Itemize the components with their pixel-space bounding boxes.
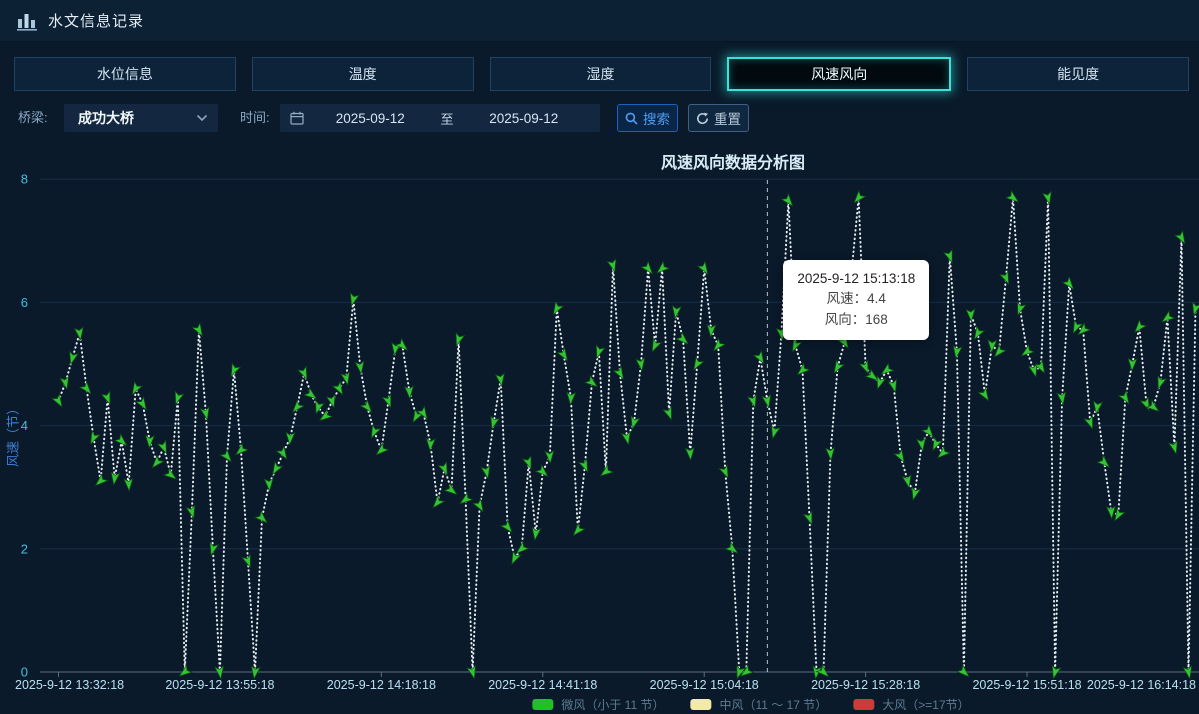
legend-item-light-wind[interactable]: 微风（小于 11 节）	[532, 696, 664, 713]
date-end-input[interactable]: 2025-09-12	[489, 110, 559, 126]
reset-button-label: 重置	[714, 112, 741, 127]
svg-text:2: 2	[21, 541, 28, 556]
filter-bar: 桥梁: 成功大桥 时间: 2025-09-12 至 2025-09-12 搜索 …	[0, 104, 1199, 132]
legend-label: 中风（11 ～ 17 节）	[719, 698, 828, 712]
bridge-select[interactable]: 成功大桥	[64, 104, 218, 132]
legend-item-medium-wind[interactable]: 中风（11 ～ 17 节）	[690, 696, 827, 713]
legend-swatch-red	[853, 699, 875, 710]
svg-text:8: 8	[21, 172, 28, 187]
svg-text:2025-9-12 14:18:18: 2025-9-12 14:18:18	[327, 678, 436, 692]
page-title: 水文信息记录	[48, 13, 145, 30]
time-label: 时间:	[240, 110, 270, 125]
svg-text:0: 0	[21, 665, 28, 680]
chevron-down-icon	[196, 114, 208, 122]
chart-title: 风速风向数据分析图	[660, 155, 806, 172]
tab-visibility[interactable]: 能见度	[967, 57, 1189, 91]
tooltip-wind-speed: 风速：4.4	[826, 291, 886, 307]
legend-item-strong-wind[interactable]: 大风（>=17节）	[853, 696, 970, 713]
date-range-picker[interactable]: 2025-09-12 至 2025-09-12	[280, 104, 600, 132]
svg-text:2025-9-12 15:51:18: 2025-9-12 15:51:18	[972, 678, 1081, 692]
legend-label: 大风（>=17节）	[882, 698, 970, 712]
search-button[interactable]: 搜索	[617, 104, 678, 132]
date-start-input[interactable]: 2025-09-12	[335, 110, 405, 126]
tooltip-time: 2025-9-12 15:13:18	[797, 271, 916, 286]
svg-text:2025-9-12 13:55:18: 2025-9-12 13:55:18	[165, 678, 274, 692]
svg-text:2025-9-12 13:32:18: 2025-9-12 13:32:18	[15, 678, 124, 692]
tab-bar: 水位信息 温度 湿度 风速风向 能见度	[0, 57, 1199, 91]
reset-button[interactable]: 重置	[688, 104, 749, 132]
search-button-label: 搜索	[643, 112, 670, 127]
tab-temperature[interactable]: 温度	[251, 57, 474, 91]
legend-label: 微风（小于 11 节）	[561, 698, 665, 712]
tab-label: 水位信息	[96, 66, 153, 82]
svg-text:2025-9-12 15:28:18: 2025-9-12 15:28:18	[811, 678, 920, 692]
tab-label: 能见度	[1057, 66, 1100, 82]
tab-label: 温度	[348, 66, 377, 82]
tab-wind[interactable]: 风速风向	[727, 57, 952, 91]
bridge-label: 桥梁:	[18, 110, 48, 125]
bridge-select-value: 成功大桥	[78, 110, 134, 126]
svg-text:2025-9-12 14:41:18: 2025-9-12 14:41:18	[488, 678, 597, 692]
svg-text:2025-9-12 15:04:18: 2025-9-12 15:04:18	[650, 678, 759, 692]
legend-swatch-yellow	[690, 699, 712, 710]
date-range-separator: 至	[440, 111, 454, 127]
calendar-icon	[290, 111, 304, 125]
tab-label: 风速风向	[811, 66, 868, 82]
bar-chart-logo-icon	[17, 13, 37, 31]
legend-swatch-green	[532, 699, 554, 710]
svg-text:4: 4	[21, 418, 28, 433]
tab-label: 湿度	[586, 66, 615, 82]
tab-water-level[interactable]: 水位信息	[14, 57, 236, 91]
chart-legend: 微风（小于 11 节） 中风（11 ～ 17 节） 大风（>=17节）	[532, 696, 970, 713]
search-icon	[625, 112, 638, 125]
svg-text:2025-9-12 16:14:18: 2025-9-12 16:14:18	[1087, 678, 1196, 692]
app-header: 水文信息记录	[0, 0, 1199, 42]
tab-humidity[interactable]: 湿度	[489, 57, 712, 91]
chart-tooltip: 2025-9-12 15:13:18 风速：4.4 风向：168	[783, 260, 930, 341]
svg-text:6: 6	[21, 295, 28, 310]
tooltip-wind-direction: 风向：168	[824, 312, 888, 328]
y-axis-name: 风速（节）	[5, 402, 21, 468]
refresh-icon	[697, 112, 709, 124]
